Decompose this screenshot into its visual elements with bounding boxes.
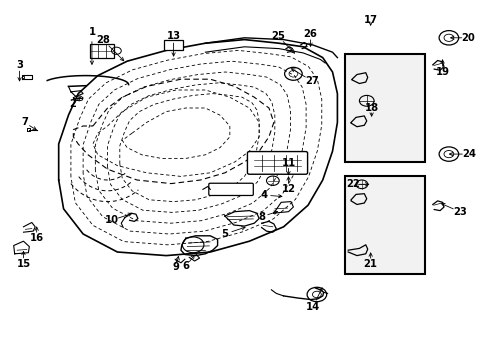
Text: 17: 17 xyxy=(363,15,377,25)
Text: 3: 3 xyxy=(16,60,23,70)
Text: 2: 2 xyxy=(69,99,76,109)
FancyBboxPatch shape xyxy=(208,183,253,195)
Text: 23: 23 xyxy=(452,207,466,217)
Text: 1: 1 xyxy=(88,27,95,37)
Text: 5: 5 xyxy=(221,229,228,239)
Text: 12: 12 xyxy=(281,184,295,194)
Text: 14: 14 xyxy=(305,302,320,312)
Text: 25: 25 xyxy=(270,31,284,41)
Text: 26: 26 xyxy=(303,29,317,39)
Text: 6: 6 xyxy=(182,261,189,271)
Text: 9: 9 xyxy=(172,262,179,272)
Text: 28: 28 xyxy=(96,35,109,45)
Text: 19: 19 xyxy=(435,67,448,77)
Text: 20: 20 xyxy=(461,33,474,43)
Bar xyxy=(344,176,425,274)
Text: 22: 22 xyxy=(346,179,359,189)
FancyBboxPatch shape xyxy=(247,152,307,174)
Text: 21: 21 xyxy=(363,258,377,269)
Text: 4: 4 xyxy=(260,190,267,200)
Text: 27: 27 xyxy=(305,76,318,86)
Text: 15: 15 xyxy=(17,258,30,269)
Bar xyxy=(90,44,114,58)
Text: 11: 11 xyxy=(281,158,295,168)
Text: 24: 24 xyxy=(462,149,475,159)
Text: 16: 16 xyxy=(30,233,43,243)
Text: 13: 13 xyxy=(166,31,180,41)
Bar xyxy=(163,40,183,50)
Text: 18: 18 xyxy=(364,103,378,113)
Bar xyxy=(344,54,425,162)
Text: 7: 7 xyxy=(21,117,28,127)
Text: 8: 8 xyxy=(258,212,264,222)
Text: 10: 10 xyxy=(104,215,118,225)
